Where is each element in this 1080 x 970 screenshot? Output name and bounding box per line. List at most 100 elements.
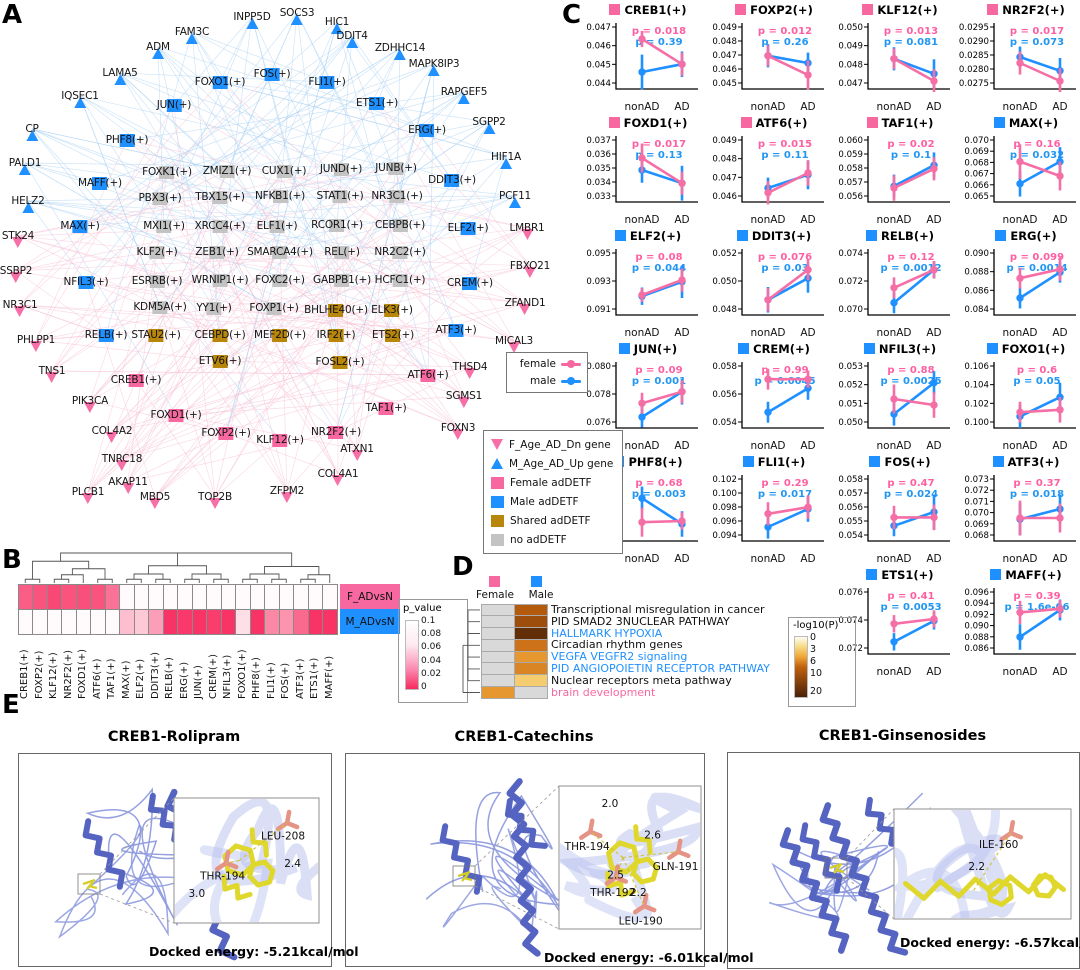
pathway-labels: Transcriptional misregulation in cancer P… [551,604,770,698]
up-triangle-icon [151,47,164,59]
network-node: ZEB1(+) [195,245,239,259]
gene-trend-plot: RELB(+) 0.074 0.072 0.070 p = 0.12 p = 0.0012… [830,228,952,340]
pvalue-legend: p_value 0.1 0.08 0.06 0.04 0.02 0 [398,599,468,703]
down-triangle-icon [115,459,128,471]
svg-text:p = 0.99: p = 0.99 [761,365,808,376]
node-label: STAU2(+) [131,329,181,341]
svg-text:0.050: 0.050 [712,277,737,287]
panelb-column-label: ATF6(+) [91,658,103,699]
svg-text:p = 0.41: p = 0.41 [887,591,934,602]
panel-d-label: D [452,552,474,582]
plot-gene-name: DDIT3(+) [751,228,812,243]
network-node: FOS(+) [254,67,291,81]
heatmap-cell [61,583,77,610]
node-label: BHLHE40(+) [304,304,368,316]
tf-square-icon [128,373,144,387]
heatmap-cell [264,583,280,610]
network-node: COL4A1 [318,468,359,486]
svg-text:p = 0.013: p = 0.013 [884,26,938,37]
node-label: SMARCA4(+) [247,246,313,258]
tf-square-icon [385,328,401,342]
x-label-nonad: nonAD [624,327,660,339]
network-node: ZFAND1 [505,297,546,315]
node-label: TOP2B [198,491,232,503]
legend-label: male [529,375,556,387]
down-triangle-icon [29,340,42,352]
tf-square-icon [269,219,285,233]
tf-square-icon [159,165,175,179]
plot-gene-name: MAFF(+) [1005,567,1062,582]
svg-text:p = 0.08: p = 0.08 [635,252,682,263]
node-label: THSD4 [452,361,488,373]
distance-label: 2.2 [630,887,647,899]
tf-square-icon [206,301,222,315]
svg-text:0.052: 0.052 [712,249,737,259]
line-dot-icon [561,362,581,366]
plot-axes: 0.0295 0.0290 0.0285 0.0280 0.0275 p = 0.017p… [959,23,1076,92]
node-label: PHLPP1 [16,334,56,346]
x-label-ad: AD [674,327,690,339]
gene-trend-plot: FLI1(+) 0.102 0.100 0.098 0.096 0.094 p = 0.29… [704,454,826,566]
male-tf-square-icon [993,117,1005,128]
gene-trend-plot: JUN(+) 0.080 0.078 0.076 p = 0.09 p = 0.001 no… [578,341,700,453]
plot-title: ATF6(+) [704,115,826,130]
tf-square-icon [212,190,228,204]
plot-title: FOXD1(+) [578,115,700,130]
down-triangle-icon [148,497,161,509]
svg-text:0.076: 0.076 [838,588,863,598]
up-triangle-icon [19,163,31,175]
tf-square-icon [152,191,168,205]
protein-structure: ILE-160 2.2 [768,792,1072,956]
svg-text:0.056: 0.056 [838,503,863,513]
x-label-ad: AD [674,101,690,113]
network-node: NR3C1(+) [371,189,423,203]
node-label: HIF1A [491,151,521,163]
heatmap-cell [322,583,338,610]
pvalue-legend-tick: 0.06 [421,642,442,653]
network-node: NFIL3(+) [64,275,109,289]
legend-label: Male adDETF [510,495,579,508]
heatmap-cell [119,608,135,635]
up-triangle-icon [500,157,512,169]
node-label: XRCC4(+) [194,220,246,232]
log10p-legend-tick: 20 [810,686,823,697]
up-triangle-icon [394,48,406,60]
heatmap-cell [235,583,251,610]
node-label: FOXK1(+) [142,166,192,178]
plot-gene-name: ETS1(+) [881,567,934,582]
node-label: STK24 [1,230,35,242]
tf-square-icon [444,173,460,187]
network-node: FOXK1(+) [142,165,192,179]
gene-trend-plot: NR2F2(+) 0.0295 0.0290 0.0285 0.0280 0.0275 p … [956,2,1078,114]
network-node: FOSL2(+) [316,355,365,369]
heatmap-cell [177,608,193,635]
x-label-nonad: nonAD [750,327,786,339]
network-node: STK24 [1,230,35,248]
heatmap-cell [104,583,120,610]
legend-item: no adDETF [491,532,615,547]
node-label: CUX1(+) [261,165,307,177]
svg-text:0.069: 0.069 [964,147,989,157]
tf-square-icon [462,276,478,290]
pvalue-legend-tick: 0.02 [421,668,442,679]
tf-square-icon [369,96,385,110]
node-label: NFKB1(+) [254,190,306,202]
column-header: Male [528,589,554,601]
svg-text:0.049: 0.049 [712,23,737,33]
gene-trend-plot: ETS1(+) 0.076 0.074 0.072 p = 0.41 p = 0.0053… [830,567,952,679]
network-node: MEF2D(+) [254,328,306,342]
network-node: ERG(+) [408,123,446,137]
svg-text:0.045: 0.045 [586,60,611,70]
node-label: AKAP11 [108,476,148,488]
network-node: ETV6(+) [199,354,241,368]
down-triangle-icon [458,396,470,408]
panelb-dendrogram [24,552,331,583]
svg-text:p = 0.0025: p = 0.0025 [880,376,941,387]
heatmap-cell [293,608,309,635]
plot-x-labels: nonAD AD [578,553,700,567]
network-node: LAMA5 [102,67,138,85]
sq-gray-icon [491,533,504,546]
down-triangle-icon [331,474,344,486]
